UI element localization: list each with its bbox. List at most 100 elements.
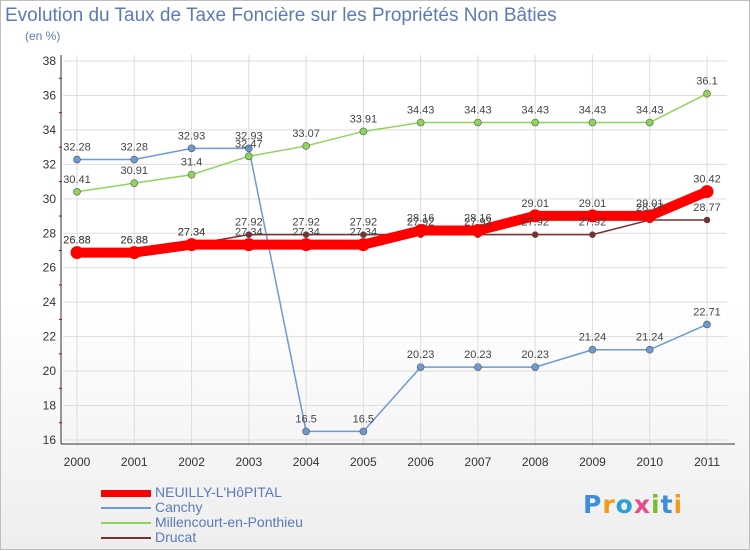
data-point-canchy-2010 [645,345,654,354]
legend-label-drucat: Drucat [155,529,197,545]
data-label-neuilly-l-h-pital-2010: 29.01 [636,198,664,210]
data-label-neuilly-l-h-pital-2002: 27.34 [178,227,206,239]
y-tick-label-32: 32 [43,157,57,171]
data-label-canchy-2005: 16.5 [353,413,374,425]
data-label-millencourt-en-ponthieu-2008: 34.43 [521,105,549,117]
data-label-millencourt-en-ponthieu-2000: 30.41 [63,174,91,186]
y-tick-label-16: 16 [43,433,57,447]
data-label-neuilly-l-h-pital-2008: 29.01 [521,198,549,210]
data-label-millencourt-en-ponthieu-2010: 34.43 [636,105,664,117]
data-point-millencourt-en-ponthieu-2010 [645,118,654,127]
data-label-drucat-2006: 27.92 [407,217,435,229]
y-tick-label-28: 28 [43,226,57,240]
x-tick-label-2011: 2011 [694,455,720,469]
data-label-drucat-2009: 27.92 [579,217,607,229]
data-point-drucat-2008 [531,231,539,238]
data-label-drucat-2005: 27.92 [350,217,378,229]
proxiti-logo: Proxiti [583,490,684,519]
x-tick-label-2001: 2001 [121,455,148,469]
data-point-canchy-2007 [474,363,482,371]
data-point-canchy-2005 [359,427,368,436]
data-label-canchy-2006: 20.23 [407,349,435,361]
data-point-millencourt-en-ponthieu-2007 [474,118,482,127]
data-point-neuilly-l-h-pital-2000 [70,246,84,260]
data-label-drucat-2008: 27.92 [521,217,549,229]
data-label-neuilly-l-h-pital-2000: 26.88 [63,235,91,247]
data-label-millencourt-en-ponthieu-2006: 34.43 [407,105,435,117]
data-point-canchy-2008 [531,363,539,371]
data-point-canchy-2006 [416,363,425,371]
data-label-neuilly-l-h-pital-2005: 27.34 [350,227,378,239]
y-tick-label-22: 22 [43,330,57,344]
data-label-neuilly-l-h-pital-2006: 28.16 [407,213,435,225]
legend-label-neuilly-l-h-pital: NEUILLY-L'HôPITAL [155,484,282,500]
legend-swatch-canchy [101,507,151,509]
data-point-millencourt-en-ponthieu-2001 [130,179,139,187]
data-point-canchy-2001 [130,155,139,164]
y-tick-label-26: 26 [43,261,57,275]
data-label-millencourt-en-ponthieu-2009: 34.43 [579,105,607,117]
chart-subtitle: (en %) [25,29,61,43]
data-point-canchy-2009 [588,345,597,354]
data-point-neuilly-l-h-pital-2002 [185,238,199,252]
data-label-drucat-2002: 27.34 [178,227,206,239]
x-tick-label-2005: 2005 [350,455,377,469]
series-line-millencourt-en-ponthieu [76,93,708,193]
data-point-millencourt-en-ponthieu-2002 [187,170,196,179]
data-label-canchy-2007: 20.23 [464,349,492,361]
x-tick-label-2000: 2000 [64,455,91,469]
data-point-canchy-2003 [245,144,253,153]
data-point-drucat-2009 [589,231,596,238]
data-point-canchy-2004 [302,427,310,436]
data-label-canchy-2008: 20.23 [521,349,549,361]
series-line-neuilly-l-h-pital [77,186,709,258]
x-tick-label-2003: 2003 [235,455,262,469]
data-point-canchy-2002 [187,144,196,153]
legend-label-canchy: Canchy [155,499,203,515]
data-label-millencourt-en-ponthieu-2005: 33.91 [350,113,378,125]
x-tick-label-2002: 2002 [178,455,205,469]
data-label-drucat-2001: 26.88 [121,235,149,247]
data-label-canchy-2002: 32.93 [178,130,206,142]
x-tick-label-2008: 2008 [522,455,549,469]
data-point-drucat-2005 [360,231,367,238]
x-tick-label-2007: 2007 [465,455,492,469]
data-point-millencourt-en-ponthieu-2003 [245,152,253,161]
data-point-drucat-2011 [703,216,711,224]
data-point-neuilly-l-h-pital-2001 [127,246,141,260]
data-label-canchy-2010: 21.24 [636,332,664,344]
x-tick-label-2006: 2006 [407,455,434,469]
data-label-millencourt-en-ponthieu-2003: 32.47 [235,138,263,150]
data-label-drucat-2011: 28.77 [693,202,721,214]
data-label-canchy-2003: 32.93 [235,130,263,142]
data-point-neuilly-l-h-pital-2005 [356,238,370,252]
data-point-neuilly-l-h-pital-2011 [700,185,714,199]
data-point-millencourt-en-ponthieu-2006 [416,118,425,127]
data-label-canchy-2004: 16.5 [295,413,316,425]
data-point-neuilly-l-h-pital-2010 [643,209,657,223]
series-line-canchy [77,147,708,433]
data-label-drucat-2003: 27.92 [235,217,263,229]
data-point-drucat-2004 [302,231,310,238]
data-label-millencourt-en-ponthieu-2007: 34.43 [464,105,492,117]
data-label-neuilly-l-h-pital-2003: 27.34 [235,227,263,239]
legend-label-millencourt-en-ponthieu: Millencourt-en-Ponthieu [155,514,303,530]
y-tick-label-36: 36 [43,88,57,102]
data-point-canchy-2000 [73,155,81,164]
data-label-millencourt-en-ponthieu-2001: 30.91 [121,165,149,177]
data-label-neuilly-l-h-pital-2009: 29.01 [579,198,607,210]
data-point-millencourt-en-ponthieu-2000 [73,187,81,196]
data-label-drucat-2000: 26.88 [63,235,91,247]
data-label-neuilly-l-h-pital-2001: 26.88 [121,235,149,247]
x-tick-label-2004: 2004 [293,455,320,469]
legend-swatch-millencourt-en-ponthieu [101,522,151,524]
data-label-millencourt-en-ponthieu-2011: 36.1 [696,76,717,88]
chart-title: Evolution du Taux de Taxe Foncière sur l… [5,5,557,26]
x-tick-label-2010: 2010 [636,455,663,469]
data-point-neuilly-l-h-pital-2009 [585,209,599,223]
y-tick-label-20: 20 [43,364,57,378]
data-label-canchy-2000: 32.28 [63,142,91,154]
data-label-canchy-2009: 21.24 [579,332,607,344]
